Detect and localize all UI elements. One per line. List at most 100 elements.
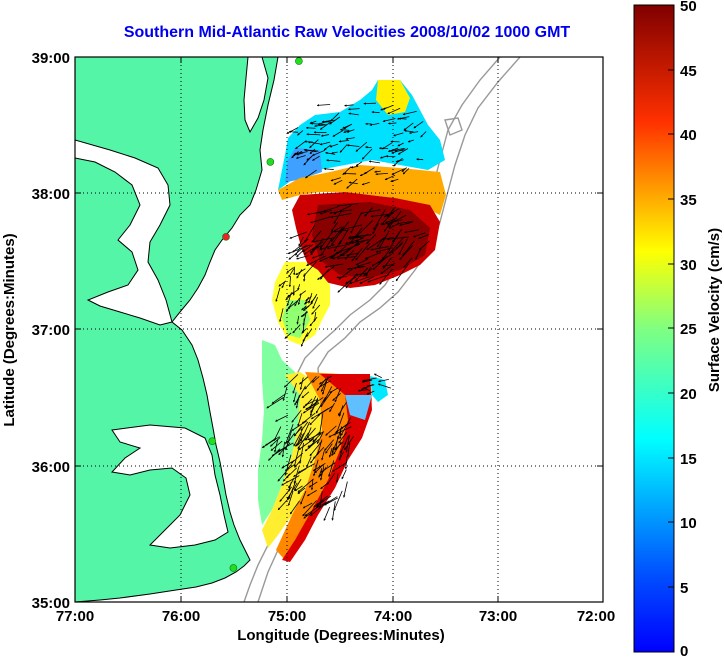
velocity-vector xyxy=(312,376,320,383)
velocity-vector xyxy=(345,137,355,140)
velocity-vector xyxy=(330,177,341,182)
velocity-vector xyxy=(347,108,360,111)
velocity-vector xyxy=(388,210,402,229)
velocity-vector xyxy=(301,305,307,311)
velocity-vector xyxy=(342,166,352,176)
velocity-vector xyxy=(331,233,340,246)
velocity-vector xyxy=(380,211,394,226)
velocity-vector xyxy=(395,241,404,250)
velocity-vector xyxy=(343,124,351,130)
map-title: Southern Mid-Atlantic Raw Velocities 200… xyxy=(123,24,571,41)
velocity-vector xyxy=(284,332,292,339)
velocity-vector xyxy=(302,500,317,517)
velocity-vector xyxy=(355,258,369,266)
velocity-vector xyxy=(275,287,281,302)
velocity-vector xyxy=(306,155,313,161)
velocity-vector xyxy=(338,268,353,280)
velocity-vector xyxy=(335,473,339,483)
colorbar-tick-label: 25 xyxy=(680,321,697,338)
velocity-vector xyxy=(270,437,281,447)
velocity-vector xyxy=(397,116,410,120)
velocity-vector xyxy=(328,447,333,458)
velocity-vector xyxy=(278,442,291,456)
velocity-vector xyxy=(316,378,327,391)
velocity-vector xyxy=(338,243,361,253)
velocity-vector xyxy=(297,413,303,427)
velocity-vector xyxy=(296,433,303,446)
velocity-vector xyxy=(370,213,390,218)
velocity-vector xyxy=(398,238,408,256)
velocity-vector xyxy=(298,236,304,247)
velocity-vector xyxy=(281,281,286,289)
velocity-vector xyxy=(361,379,373,383)
colorbar-tick-label: 40 xyxy=(680,127,697,144)
velocity-vector xyxy=(285,430,293,451)
velocity-vector xyxy=(415,248,421,260)
velocity-vector xyxy=(371,254,392,267)
velocity-vector xyxy=(341,469,347,480)
velocity-vector xyxy=(338,451,345,461)
velocity-vector xyxy=(300,334,307,347)
velocity-vector xyxy=(382,257,392,270)
velocity-vector xyxy=(313,311,317,322)
velocity-vector xyxy=(305,427,312,441)
velocity-vector xyxy=(397,148,409,155)
velocity-vector xyxy=(296,269,303,279)
velocity-vector xyxy=(302,398,313,409)
velocity-vector xyxy=(404,129,414,133)
velocity-vector xyxy=(329,402,335,413)
velocity-vector xyxy=(303,305,310,312)
velocity-vector xyxy=(297,463,315,473)
velocity-vector xyxy=(333,229,348,233)
velocity-vector xyxy=(355,272,367,276)
velocity-vector xyxy=(290,452,304,464)
velocity-vector xyxy=(362,377,377,382)
velocity-vector xyxy=(303,512,313,519)
velocity-vector xyxy=(288,481,292,492)
velocity-vector xyxy=(403,122,414,131)
velocity-vector xyxy=(266,397,284,409)
x-axis: 77:00 76:00 75:00 74:00 73:00 72:00 Long… xyxy=(56,57,615,644)
velocity-vector xyxy=(336,412,345,434)
velocity-vector xyxy=(302,502,313,509)
velocity-vector xyxy=(323,386,333,403)
velocity-vector xyxy=(373,209,386,231)
velocity-vector xyxy=(306,255,326,267)
velocity-vector xyxy=(348,181,358,185)
velocity-vector xyxy=(339,247,351,257)
velocity-vector xyxy=(382,263,394,268)
velocity-vector xyxy=(299,376,309,385)
velocity-vector xyxy=(295,140,307,150)
colorbar-tick-label: 5 xyxy=(680,580,688,597)
x-tick-label: 72:00 xyxy=(577,608,615,625)
velocity-vector xyxy=(297,295,302,305)
velocity-vector xyxy=(336,203,359,208)
velocity-vector xyxy=(306,133,321,136)
velocity-vector xyxy=(293,449,300,467)
velocity-vector xyxy=(319,466,327,477)
velocity-vector xyxy=(350,213,362,234)
velocity-vector xyxy=(287,490,294,506)
velocity-vector xyxy=(288,268,295,278)
velocity-vector xyxy=(319,466,325,481)
velocity-vector xyxy=(304,399,317,406)
velocity-vector xyxy=(336,256,357,260)
velocity-vector xyxy=(289,500,300,515)
station-marker xyxy=(266,158,275,166)
velocity-vector xyxy=(320,391,333,408)
velocity-vector xyxy=(326,159,341,162)
velocity-vector xyxy=(413,232,426,238)
velocity-vector xyxy=(330,112,340,122)
velocity-vector xyxy=(407,139,414,143)
velocity-vector xyxy=(287,300,299,310)
velocity-vector xyxy=(383,208,400,218)
velocity-vector xyxy=(310,450,320,464)
velocity-vector xyxy=(319,244,335,251)
velocity-vector xyxy=(355,141,368,152)
velocity-vector xyxy=(377,383,391,389)
velocity-vector xyxy=(309,148,316,155)
velocity-vector xyxy=(307,210,326,216)
velocity-vector xyxy=(344,104,354,107)
velocity-vector xyxy=(294,485,303,492)
